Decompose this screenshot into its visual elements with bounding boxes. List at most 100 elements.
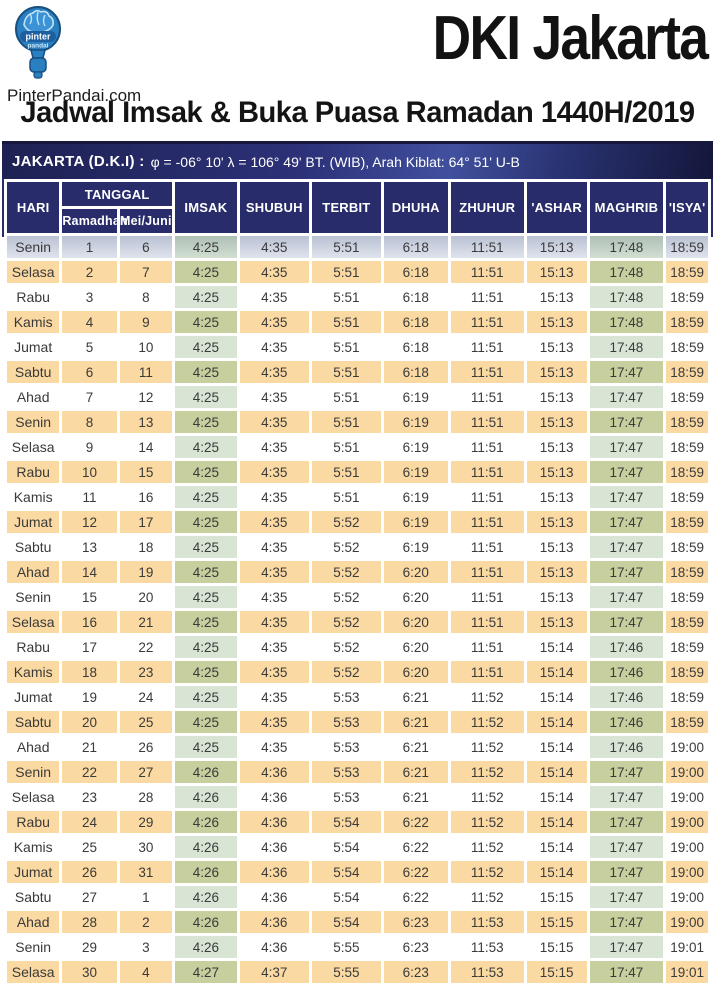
terbit-cell: 5:52 xyxy=(311,536,381,558)
maghrib-cell: 17:47 xyxy=(589,511,664,533)
imsak-cell: 4:25 xyxy=(175,461,237,483)
table-row: Jumat 5 10 4:25 4:35 5:51 6:18 11:51 15:13 17:48 1… xyxy=(7,336,708,358)
schedule-table: HARI TANGGAL IMSAK SHUBUH TERBIT DHUHA Z… xyxy=(4,179,711,986)
ashar-cell: 15:13 xyxy=(526,261,587,283)
dhuha-cell: 6:20 xyxy=(383,661,448,683)
zhuhur-cell: 11:52 xyxy=(450,886,524,908)
dhuha-cell: 6:19 xyxy=(383,486,448,508)
col-header-maghrib: MAGHRIB xyxy=(589,182,664,233)
table-row: Kamis 4 9 4:25 4:35 5:51 6:18 11:51 15:13 17:48 18… xyxy=(7,311,708,333)
ashar-cell: 15:14 xyxy=(526,661,587,683)
maghrib-cell: 17:47 xyxy=(589,386,664,408)
zhuhur-cell: 11:52 xyxy=(450,861,524,883)
ashar-cell: 15:13 xyxy=(526,436,587,458)
imsak-cell: 4:25 xyxy=(175,236,237,258)
maghrib-cell: 17:47 xyxy=(589,961,664,983)
maghrib-cell: 17:46 xyxy=(589,636,664,658)
ramadhan-date-cell: 25 xyxy=(62,836,117,858)
maghrib-cell: 17:47 xyxy=(589,586,664,608)
table-row: Jumat 19 24 4:25 4:35 5:53 6:21 11:52 15:14 17:46… xyxy=(7,686,708,708)
ramadhan-date-cell: 5 xyxy=(62,336,117,358)
ramadhan-date-cell: 24 xyxy=(62,811,117,833)
day-cell: Sabtu xyxy=(7,361,60,383)
svg-text:pinter: pinter xyxy=(25,32,50,42)
ramadhan-date-cell: 16 xyxy=(62,611,117,633)
zhuhur-cell: 11:53 xyxy=(450,961,524,983)
mei-juni-date-cell: 12 xyxy=(119,386,172,408)
isya-cell: 18:59 xyxy=(666,286,708,308)
imsak-cell: 4:26 xyxy=(175,786,237,808)
imsak-cell: 4:25 xyxy=(175,536,237,558)
dhuha-cell: 6:19 xyxy=(383,536,448,558)
day-cell: Ahad xyxy=(7,911,60,933)
imsak-cell: 4:26 xyxy=(175,936,237,958)
shubuh-cell: 4:35 xyxy=(239,711,309,733)
col-header-zhuhur: ZHUHUR xyxy=(450,182,524,233)
imsak-cell: 4:25 xyxy=(175,586,237,608)
mei-juni-date-cell: 15 xyxy=(119,461,172,483)
zhuhur-cell: 11:51 xyxy=(450,336,524,358)
mei-juni-date-cell: 25 xyxy=(119,711,172,733)
isya-cell: 19:00 xyxy=(666,761,708,783)
mei-juni-date-cell: 6 xyxy=(119,236,172,258)
isya-cell: 18:59 xyxy=(666,686,708,708)
table-row: Ahad 7 12 4:25 4:35 5:51 6:19 11:51 15:13 17:47 18… xyxy=(7,386,708,408)
ashar-cell: 15:15 xyxy=(526,961,587,983)
ramadhan-date-cell: 6 xyxy=(62,361,117,383)
dhuha-cell: 6:21 xyxy=(383,761,448,783)
page-header: pinter pandai PinterPandai.com DKI Jakar… xyxy=(0,0,715,141)
maghrib-cell: 17:47 xyxy=(589,886,664,908)
day-cell: Selasa xyxy=(7,436,60,458)
zhuhur-cell: 11:51 xyxy=(450,636,524,658)
ramadhan-date-cell: 4 xyxy=(62,311,117,333)
col-header-isya: 'ISYA' xyxy=(666,182,708,233)
mei-juni-date-cell: 7 xyxy=(119,261,172,283)
day-cell: Senin xyxy=(7,586,60,608)
zhuhur-cell: 11:52 xyxy=(450,736,524,758)
day-cell: Senin xyxy=(7,236,60,258)
day-cell: Sabtu xyxy=(7,711,60,733)
shubuh-cell: 4:35 xyxy=(239,636,309,658)
maghrib-cell: 17:46 xyxy=(589,711,664,733)
ramadhan-date-cell: 15 xyxy=(62,586,117,608)
shubuh-cell: 4:36 xyxy=(239,761,309,783)
col-header-shubuh: SHUBUH xyxy=(239,182,309,233)
imsak-cell: 4:25 xyxy=(175,486,237,508)
zhuhur-cell: 11:52 xyxy=(450,761,524,783)
imsak-cell: 4:25 xyxy=(175,686,237,708)
isya-cell: 18:59 xyxy=(666,436,708,458)
shubuh-cell: 4:35 xyxy=(239,386,309,408)
zhuhur-cell: 11:51 xyxy=(450,536,524,558)
imsak-cell: 4:26 xyxy=(175,911,237,933)
day-cell: Jumat xyxy=(7,511,60,533)
table-row: Selasa 23 28 4:26 4:36 5:53 6:21 11:52 15:14 17:4… xyxy=(7,786,708,808)
mei-juni-date-cell: 17 xyxy=(119,511,172,533)
dhuha-cell: 6:22 xyxy=(383,811,448,833)
zhuhur-cell: 11:53 xyxy=(450,936,524,958)
imsak-cell: 4:25 xyxy=(175,661,237,683)
zhuhur-cell: 11:51 xyxy=(450,561,524,583)
mei-juni-date-cell: 29 xyxy=(119,811,172,833)
shubuh-cell: 4:36 xyxy=(239,861,309,883)
shubuh-cell: 4:35 xyxy=(239,486,309,508)
table-row: Jumat 26 31 4:26 4:36 5:54 6:22 11:52 15:14 17:47… xyxy=(7,861,708,883)
imsak-cell: 4:27 xyxy=(175,961,237,983)
ashar-cell: 15:15 xyxy=(526,911,587,933)
terbit-cell: 5:53 xyxy=(311,761,381,783)
mei-juni-date-cell: 30 xyxy=(119,836,172,858)
shubuh-cell: 4:35 xyxy=(239,336,309,358)
imsak-cell: 4:25 xyxy=(175,311,237,333)
maghrib-cell: 17:47 xyxy=(589,861,664,883)
day-cell: Jumat xyxy=(7,861,60,883)
day-cell: Jumat xyxy=(7,336,60,358)
terbit-cell: 5:54 xyxy=(311,861,381,883)
dhuha-cell: 6:22 xyxy=(383,836,448,858)
dhuha-cell: 6:19 xyxy=(383,436,448,458)
terbit-cell: 5:55 xyxy=(311,936,381,958)
terbit-cell: 5:55 xyxy=(311,961,381,983)
ramadhan-date-cell: 7 xyxy=(62,386,117,408)
isya-cell: 19:00 xyxy=(666,886,708,908)
maghrib-cell: 17:48 xyxy=(589,261,664,283)
ashar-cell: 15:13 xyxy=(526,236,587,258)
table-row: Selasa 16 21 4:25 4:35 5:52 6:20 11:51 15:13 17:4… xyxy=(7,611,708,633)
